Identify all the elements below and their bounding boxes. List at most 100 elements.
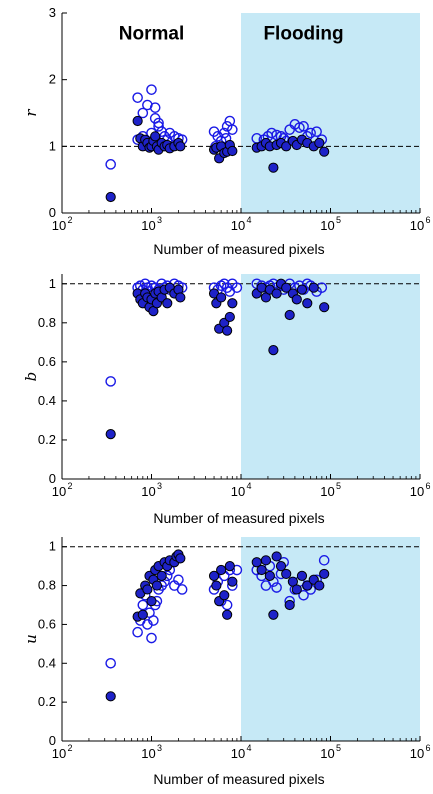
data-point-filled — [227, 145, 238, 157]
data-point-filled — [175, 292, 186, 303]
y-tick-label: 0.2 — [38, 694, 56, 709]
x-tick-label: 10 — [231, 484, 245, 499]
x-tick-label: 10 — [141, 218, 155, 233]
data-point-filled — [150, 131, 161, 142]
data-point-open — [298, 589, 309, 601]
data-point-filled — [216, 564, 227, 576]
y-tick-label: 1 — [49, 276, 56, 291]
data-point-filled — [281, 568, 292, 580]
data-point-filled — [105, 428, 116, 440]
data-point-open — [105, 657, 116, 669]
data-point-filled — [271, 551, 282, 562]
y-tick-label: 0 — [49, 471, 56, 486]
x-tick-exponent: 4 — [246, 743, 251, 753]
data-point-filled — [224, 311, 235, 323]
data-point-filled — [314, 580, 325, 591]
data-point-filled — [302, 298, 313, 309]
x-tick-exponent: 5 — [336, 481, 341, 491]
x-tick-exponent: 5 — [336, 215, 341, 225]
data-point-open — [105, 159, 116, 170]
x-tick-label: 10 — [320, 484, 334, 499]
x-tick-label: 10 — [410, 218, 424, 233]
data-point-filled — [319, 146, 330, 157]
region-label: Normal — [119, 24, 184, 45]
data-point-filled — [260, 555, 272, 566]
data-point-open — [224, 115, 236, 127]
y-tick-label: 0.8 — [38, 578, 56, 593]
data-point-filled — [302, 580, 313, 591]
x-tick-exponent: 3 — [157, 481, 162, 491]
x-axis-label: Number of measured pixels — [153, 510, 324, 526]
y-tick-label: 0 — [49, 205, 56, 220]
y-tick-label: 2 — [49, 72, 56, 87]
data-point-filled — [256, 564, 267, 576]
data-point-filled — [227, 576, 238, 587]
x-tick-exponent: 6 — [425, 481, 430, 491]
x-tick-exponent: 6 — [425, 743, 430, 753]
x-tick-label: 10 — [320, 218, 334, 233]
x-tick-exponent: 4 — [246, 481, 251, 491]
x-axis-label: Number of measured pixels — [153, 241, 324, 257]
data-point-open — [105, 376, 116, 387]
data-point-open — [173, 574, 184, 586]
data-point-filled — [271, 288, 282, 299]
data-point-open — [221, 121, 233, 132]
data-point-filled — [291, 584, 302, 595]
y-tick-label: 0.4 — [38, 655, 56, 670]
x-tick-exponent: 2 — [67, 481, 72, 491]
x-axis-label: Number of measured pixels — [153, 771, 324, 787]
data-point-filled — [222, 609, 233, 620]
data-point-filled — [308, 282, 319, 293]
data-point-filled — [284, 599, 295, 611]
data-point-filled — [132, 115, 143, 127]
data-point-filled — [175, 553, 186, 564]
data-point-open — [266, 127, 277, 139]
x-tick-label: 10 — [410, 746, 424, 761]
data-point-filled — [151, 580, 163, 591]
data-point-filled — [281, 282, 292, 293]
data-point-filled — [105, 191, 116, 203]
data-point-filled — [142, 584, 153, 595]
data-point-filled — [224, 561, 235, 572]
data-point-open — [153, 117, 164, 129]
y-tick-label: 0.4 — [38, 393, 56, 408]
data-point-open — [146, 84, 157, 95]
y-tick-label: 0.8 — [38, 315, 56, 330]
data-point-open — [149, 102, 161, 113]
data-point-open — [231, 282, 243, 293]
data-point-filled — [291, 294, 302, 305]
data-point-filled — [222, 325, 233, 336]
data-point-open — [311, 126, 322, 137]
data-point-filled — [156, 570, 167, 581]
data-point-open — [298, 121, 309, 132]
data-point-filled — [268, 609, 279, 620]
y-tick-label: 0 — [49, 733, 56, 748]
x-tick-label: 10 — [52, 218, 66, 233]
data-point-open — [132, 626, 143, 638]
y-tick-label: 0.2 — [38, 432, 56, 447]
data-point-filled — [319, 568, 330, 580]
data-point-open — [318, 555, 330, 566]
data-point-filled — [296, 570, 308, 581]
x-tick-exponent: 4 — [246, 215, 251, 225]
y-tick-label: 3 — [49, 5, 56, 20]
data-point-open — [271, 582, 282, 593]
x-tick-exponent: 3 — [157, 215, 162, 225]
data-point-filled — [319, 302, 330, 313]
y-axis-label: u — [22, 634, 40, 644]
x-tick-exponent: 5 — [336, 743, 341, 753]
x-tick-label: 10 — [410, 484, 424, 499]
data-point-filled — [296, 284, 308, 295]
x-tick-label: 10 — [52, 484, 66, 499]
data-point-open — [221, 599, 233, 611]
data-point-open — [137, 599, 149, 611]
data-point-filled — [219, 590, 230, 601]
y-axis-label: b — [22, 372, 40, 382]
data-point-filled — [275, 561, 287, 572]
data-point-filled — [162, 298, 173, 309]
data-point-filled — [146, 596, 157, 607]
data-point-filled — [281, 141, 292, 152]
y-tick-label: 1 — [49, 539, 56, 554]
data-point-filled — [314, 137, 325, 149]
